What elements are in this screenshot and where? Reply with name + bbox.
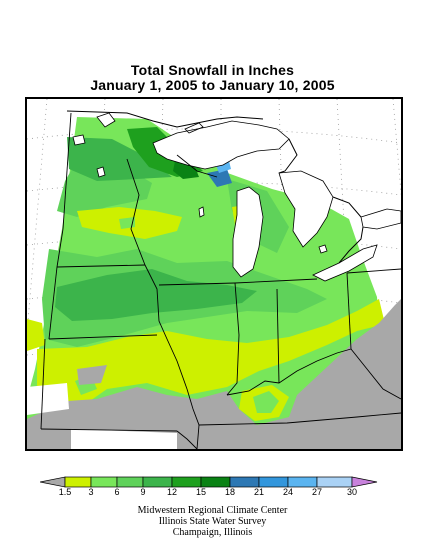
credit-organization: Midwestern Regional Climate Center: [137, 505, 288, 516]
legend-swatch-21-24: [258, 476, 289, 488]
legend-swatch-6-9: [116, 476, 144, 488]
snow-region-3-6: [119, 217, 135, 229]
legend-swatch-27-30: [316, 476, 353, 488]
legend-swatch-18-21: [229, 476, 260, 488]
snow-region-6-9: [57, 169, 152, 217]
legend-swatch-24-27: [287, 476, 318, 488]
color-legend-bar: [40, 476, 378, 488]
legend-swatch-9-12: [142, 476, 173, 488]
lake-huron: [278, 170, 334, 248]
snow-region-1_5-3: [37, 299, 385, 403]
snow-region-1_5-3: [27, 319, 45, 351]
legend-tick-label: 18: [224, 487, 235, 497]
national-borders: [66, 110, 364, 264]
lake-ontario: [360, 208, 401, 230]
snow-region-below-1_5: [27, 299, 401, 449]
legend-tick-label: 12: [166, 487, 177, 497]
snow-region-9-12: [67, 137, 172, 181]
lake-st-clair: [318, 244, 328, 254]
snow-region-18-21: [207, 169, 232, 187]
no-data-area: [71, 429, 177, 449]
map-title-line-1: Total Snowfall in Inches: [130, 62, 295, 78]
legend-tick-label: 1.5: [58, 487, 72, 497]
great-lakes: [72, 112, 401, 282]
legend-tick-label: 30: [346, 487, 357, 497]
isle-royale: [184, 122, 204, 134]
legend-swatch-above: [351, 476, 378, 488]
lake-michigan: [232, 186, 264, 278]
lake-winnebago: [198, 206, 205, 218]
legend-tick-label: 3: [88, 487, 94, 497]
legend-swatch-12-15: [171, 476, 202, 488]
legend-tick-label: 21: [253, 487, 264, 497]
snow-region-below-1_5: [77, 365, 107, 385]
snow-region-9-12: [55, 269, 257, 321]
legend-swatch-3-6: [90, 476, 118, 488]
credit-survey: Illinois State Water Survey: [158, 516, 267, 527]
state-boundaries: [40, 112, 401, 449]
credit-location: Champaign, Illinois: [172, 527, 253, 538]
snowfall-map: [25, 97, 403, 451]
snow-region-3-6: [253, 391, 279, 413]
upper-red-lake: [72, 134, 86, 146]
legend-swatch-below: [40, 476, 66, 488]
map-title-line-2: January 1, 2005 to January 10, 2005: [90, 77, 335, 93]
no-data-area: [27, 383, 69, 415]
snow-region-15-18: [173, 161, 199, 179]
legend-tick-label: 27: [311, 487, 322, 497]
legend-tick-label: 9: [140, 487, 146, 497]
lake-of-the-woods: [96, 112, 116, 128]
legend-tick-label: 24: [282, 487, 293, 497]
legend-swatch-15-18: [200, 476, 231, 488]
legend-tick-label: 15: [195, 487, 206, 497]
mille-lacs: [96, 166, 106, 178]
lake-superior: [152, 120, 290, 170]
lake-erie: [312, 244, 378, 282]
legend-tick-label: 6: [114, 487, 120, 497]
legend-swatch-1_5-3: [64, 476, 92, 488]
